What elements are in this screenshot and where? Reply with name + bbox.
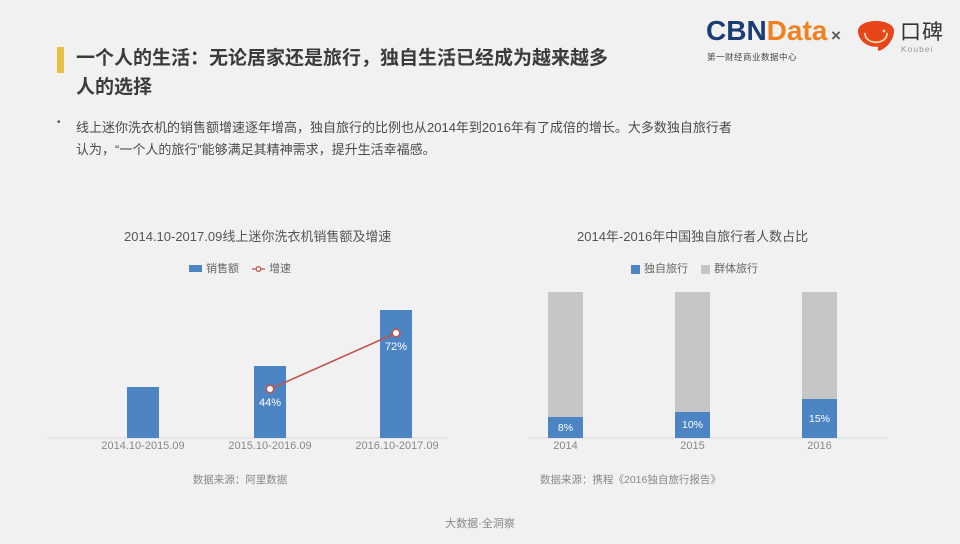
svg-text:44%: 44% [259,397,281,409]
svg-text:15%: 15% [809,413,830,425]
svg-text:8%: 8% [558,422,573,434]
svg-text:10%: 10% [682,419,703,431]
svg-text:72%: 72% [385,341,407,353]
